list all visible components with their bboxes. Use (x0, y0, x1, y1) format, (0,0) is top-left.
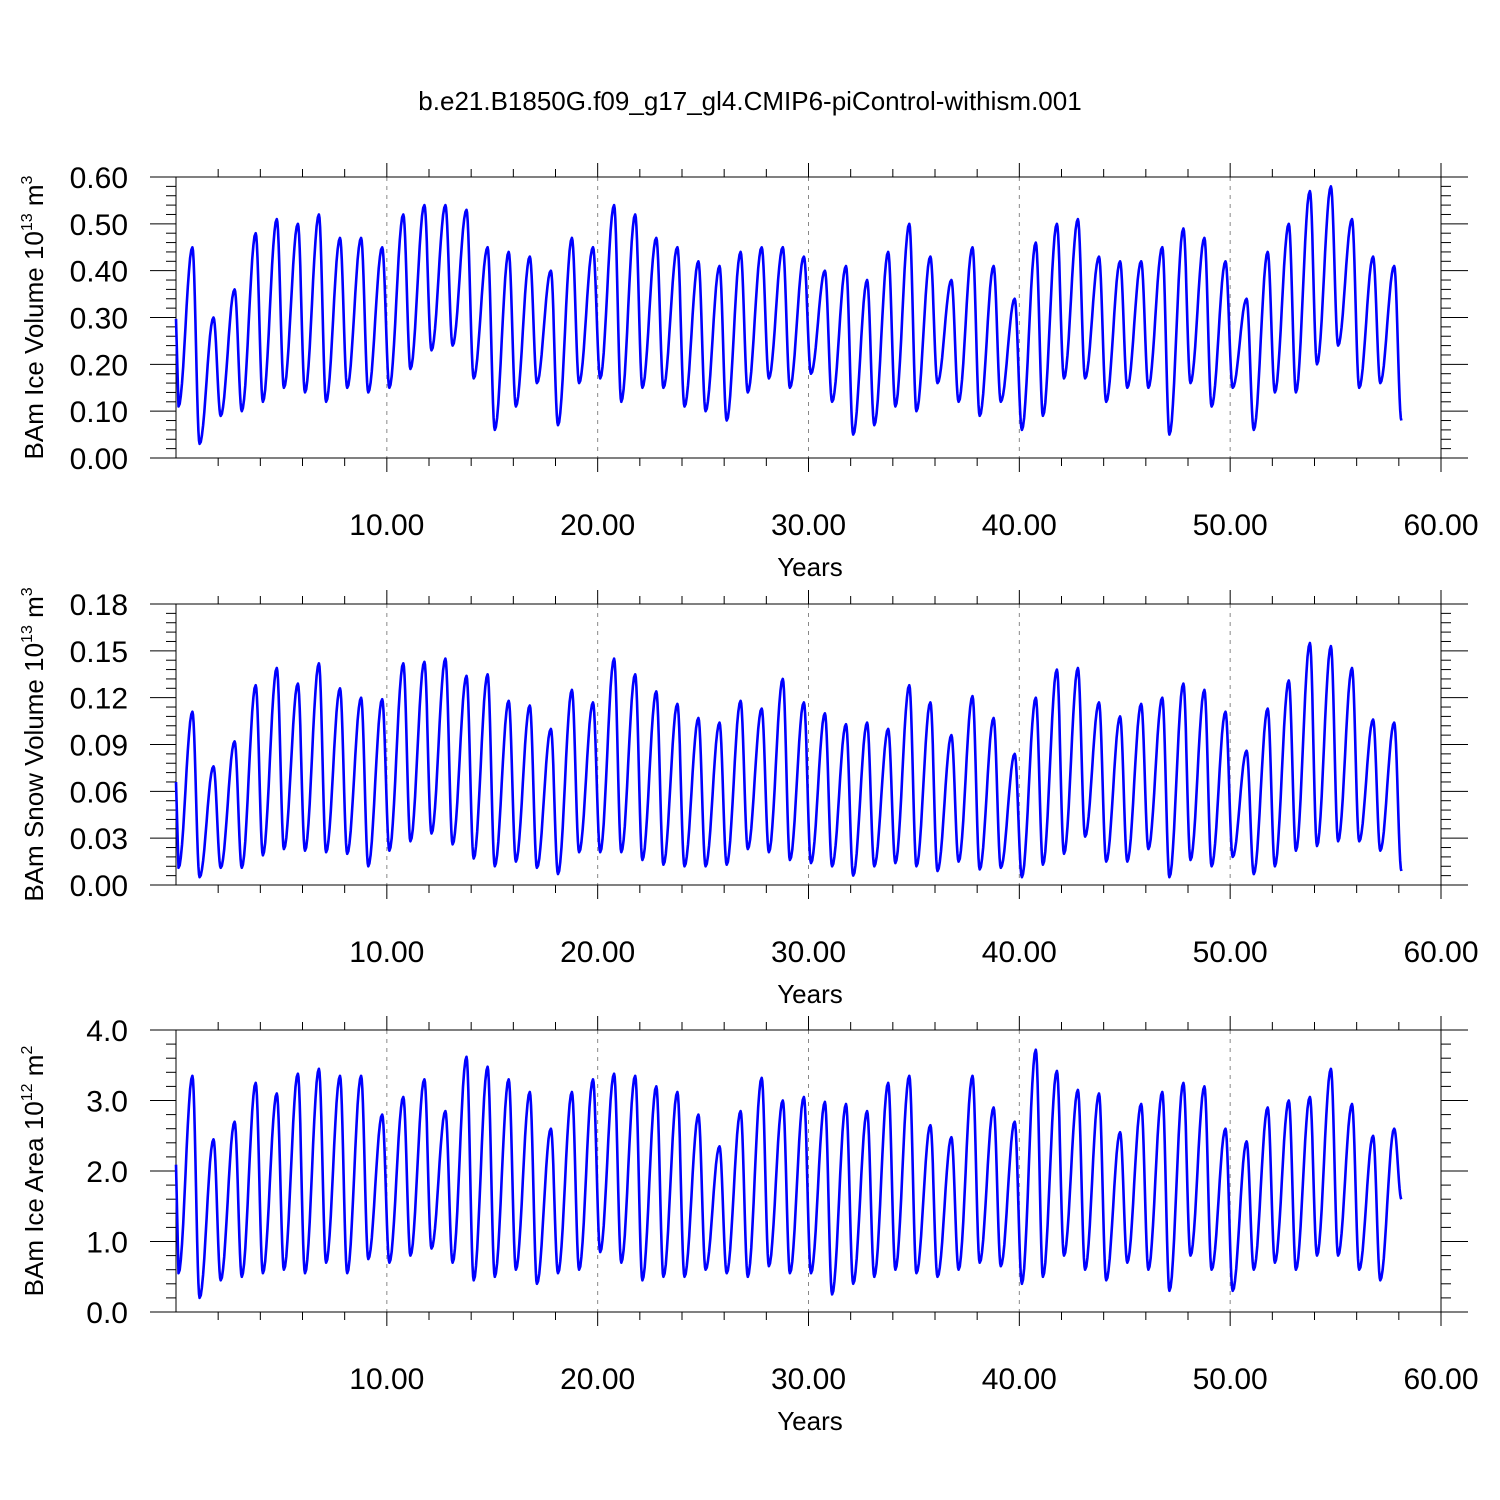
y-tick-label: 2.0 (86, 1156, 128, 1189)
y-axis-title-superscript: 12 (19, 1083, 36, 1101)
x-tick-label: 50.00 (1193, 1363, 1268, 1396)
y-axis-title-part: 10 (19, 231, 49, 267)
y-axis-title-part: 10 (19, 643, 49, 679)
x-tick-label: 10.00 (349, 1363, 424, 1396)
x-tick-label: 20.00 (560, 936, 635, 969)
x-tick-label: 40.00 (982, 1363, 1057, 1396)
x-tick-label: 20.00 (560, 1363, 635, 1396)
y-axis-title-superscript: 2 (19, 1046, 36, 1055)
y-axis-title-superscript: 3 (19, 587, 36, 596)
y-tick-label: 0.60 (70, 162, 128, 195)
y-axis-title: BAm Snow Volume 1013 m3 (19, 587, 49, 901)
x-tick-label: 10.00 (349, 509, 424, 542)
y-tick-label: 0.0 (86, 1297, 128, 1330)
y-axis-title-part: m (19, 184, 49, 213)
x-axis-title: Years (777, 979, 843, 1009)
x-tick-label: 40.00 (982, 936, 1057, 969)
y-tick-label: 0.18 (70, 589, 128, 622)
chart-panel-1: 0.00 0.10 0.20 0.30 0.40 0.50 0.60 10.00 20.00 30… (19, 162, 1479, 582)
series-line-1 (174, 1048, 1403, 1300)
y-tick-label: 0.09 (70, 730, 128, 763)
x-tick-label: 50.00 (1193, 509, 1268, 542)
y-axis-title-superscript: 3 (19, 175, 36, 184)
y-axis-title-part: 10 (19, 1101, 49, 1137)
x-tick-label: 30.00 (771, 509, 846, 542)
y-tick-label: 0.12 (70, 683, 128, 716)
y-axis-title: BAm Ice Area 1012 m2 (19, 1046, 49, 1297)
y-tick-label: 0.50 (70, 209, 128, 242)
y-axis-title-superscript: 13 (19, 213, 36, 231)
x-tick-label: 20.00 (560, 509, 635, 542)
x-tick-label: 30.00 (771, 1363, 846, 1396)
chart-panel-2: 0.00 0.03 0.06 0.09 0.12 0.15 0.18 10.00 20.00 30… (19, 587, 1479, 1009)
y-tick-label: 0.03 (70, 823, 128, 856)
y-tick-label: 0.06 (70, 776, 128, 809)
chart-panel-3: 0.0 1.0 2.0 3.0 4.0 10.00 20.00 30.00 40.00 50.00… (19, 1015, 1479, 1436)
y-tick-label: 0.10 (70, 396, 128, 429)
y-axis-title-part: m (19, 1055, 49, 1084)
y-tick-label: 0.15 (70, 636, 128, 669)
x-axis-title: Years (777, 552, 843, 582)
x-tick-label: 30.00 (771, 936, 846, 969)
y-tick-label: 0.20 (70, 349, 128, 382)
y-tick-label: 0.00 (70, 870, 128, 903)
y-axis-title-superscript: 13 (19, 625, 36, 643)
y-axis-title-part: BAm Ice Area (19, 1137, 49, 1296)
series-line-1 (174, 185, 1403, 446)
y-axis-title-part: BAm Snow Volume (19, 679, 49, 902)
x-tick-label: 50.00 (1193, 936, 1268, 969)
y-tick-label: 4.0 (86, 1015, 128, 1048)
y-tick-label: 0.00 (70, 443, 128, 476)
x-tick-label: 60.00 (1403, 936, 1478, 969)
y-axis-title-part: m (19, 596, 49, 625)
x-tick-label: 10.00 (349, 936, 424, 969)
y-tick-label: 0.30 (70, 303, 128, 336)
y-tick-label: 1.0 (86, 1227, 128, 1260)
y-tick-label: 0.40 (70, 256, 128, 289)
y-tick-label: 3.0 (86, 1086, 128, 1119)
y-axis-title-part: BAm Ice Volume (19, 267, 49, 459)
x-axis-title: Years (777, 1406, 843, 1436)
y-axis-title: BAm Ice Volume 1013 m3 (19, 175, 49, 459)
x-tick-label: 60.00 (1403, 1363, 1478, 1396)
x-tick-label: 40.00 (982, 509, 1057, 542)
x-tick-label: 60.00 (1403, 509, 1478, 542)
figure-title: b.e21.B1850G.f09_g17_gl4.CMIP6-piControl… (418, 86, 1082, 116)
series-line-1 (174, 641, 1403, 879)
